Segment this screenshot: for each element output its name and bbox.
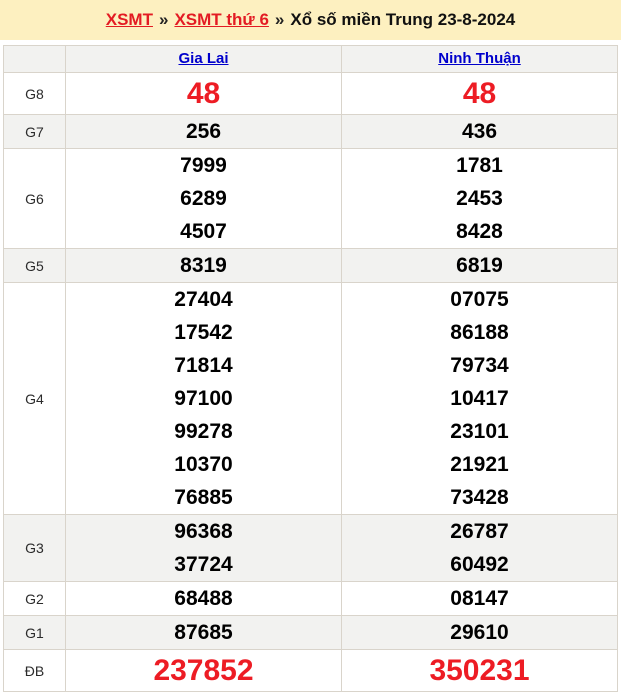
result-number: 07075 [450,288,509,311]
column-header-ninh-thuan: Ninh Thuận [341,45,618,73]
table-row: G5 8319 6819 [3,248,618,283]
prize-label: G4 [3,282,66,515]
result-number: 6819 [456,254,503,277]
prize-label: G1 [3,615,66,650]
result-number: 26787 [450,520,509,543]
table-header-row: Gia Lai Ninh Thuận [3,45,618,73]
prize-label: ĐB [3,649,66,692]
result-cell: 48 [341,72,618,115]
result-number: 10417 [450,387,509,410]
prize-label: G8 [3,72,66,115]
result-number: 17542 [174,321,233,344]
result-number: 37724 [174,553,233,576]
breadcrumb-link-xsmt[interactable]: XSMT [105,10,153,29]
result-cell: 8319 [65,248,342,283]
result-number: 29610 [450,621,509,644]
province-link-gia-lai[interactable]: Gia Lai [178,50,229,67]
result-cell: 08147 [341,581,618,616]
result-number: 21921 [450,453,509,476]
breadcrumb-separator: » [274,10,285,29]
result-cell: 48 [65,72,342,115]
result-number: 1781 [456,154,503,177]
result-number: 8319 [180,254,227,277]
result-number: 99278 [174,420,233,443]
table-row: G7 256 436 [3,114,618,149]
result-number: 27404 [174,288,233,311]
breadcrumb-separator: » [158,10,169,29]
result-cell: 6819 [341,248,618,283]
result-number: 436 [461,120,498,143]
result-number: 7999 [180,154,227,177]
result-cell: 237852 [65,649,342,692]
result-cell: 436 [341,114,618,149]
result-cell: 27404 17542 71814 97100 99278 10370 76885 [65,282,342,515]
table-row: G2 68488 08147 [3,581,618,616]
result-number: 76885 [174,486,233,509]
result-number: 10370 [174,453,233,476]
prize-label: G2 [3,581,66,616]
result-cell: 96368 37724 [65,514,342,582]
result-number: 96368 [174,520,233,543]
lottery-results-table: Gia Lai Ninh Thuận G8 48 48 G7 256 436 G6 7999 6… [3,45,618,692]
table-row: G3 96368 37724 26787 60492 [3,514,618,582]
result-number: 4507 [180,220,227,243]
result-number: 97100 [174,387,233,410]
breadcrumb-link-xsmt-friday[interactable]: XSMT thứ 6 [174,10,269,29]
result-cell: 26787 60492 [341,514,618,582]
result-number: 79734 [450,354,509,377]
result-cell: 87685 [65,615,342,650]
prize-label: G3 [3,514,66,582]
result-cell: 1781 2453 8428 [341,148,618,249]
result-number: 73428 [450,486,509,509]
prize-label: G6 [3,148,66,249]
result-number: 8428 [456,220,503,243]
table-row: ĐB 237852 350231 [3,649,618,692]
result-cell: 07075 86188 79734 10417 23101 21921 73428 [341,282,618,515]
result-cell: 350231 [341,649,618,692]
result-number: 48 [462,77,497,110]
result-cell: 29610 [341,615,618,650]
result-number: 23101 [450,420,509,443]
table-row: G6 7999 6289 4507 1781 2453 8428 [3,148,618,249]
table-row: G8 48 48 [3,72,618,115]
table-row: G1 87685 29610 [3,615,618,650]
result-number: 86188 [450,321,509,344]
breadcrumb: XSMT » XSMT thứ 6 » Xổ số miền Trung 23-… [0,0,621,40]
province-link-ninh-thuan[interactable]: Ninh Thuận [438,50,521,67]
prize-label: G5 [3,248,66,283]
prize-column-header [3,45,66,73]
result-cell: 7999 6289 4507 [65,148,342,249]
result-number: 256 [185,120,222,143]
result-cell: 256 [65,114,342,149]
result-number: 6289 [180,187,227,210]
result-number: 2453 [456,187,503,210]
table-row: G4 27404 17542 71814 97100 99278 10370 76885 070… [3,282,618,515]
result-number: 68488 [174,587,233,610]
result-number: 71814 [174,354,233,377]
result-number: 08147 [450,587,509,610]
result-number: 60492 [450,553,509,576]
result-number: 237852 [153,654,254,687]
result-number: 87685 [174,621,233,644]
result-number: 48 [186,77,221,110]
prize-label: G7 [3,114,66,149]
page-title: Xổ số miền Trung 23-8-2024 [290,10,516,29]
column-header-gia-lai: Gia Lai [65,45,342,73]
result-number: 350231 [429,654,530,687]
result-cell: 68488 [65,581,342,616]
